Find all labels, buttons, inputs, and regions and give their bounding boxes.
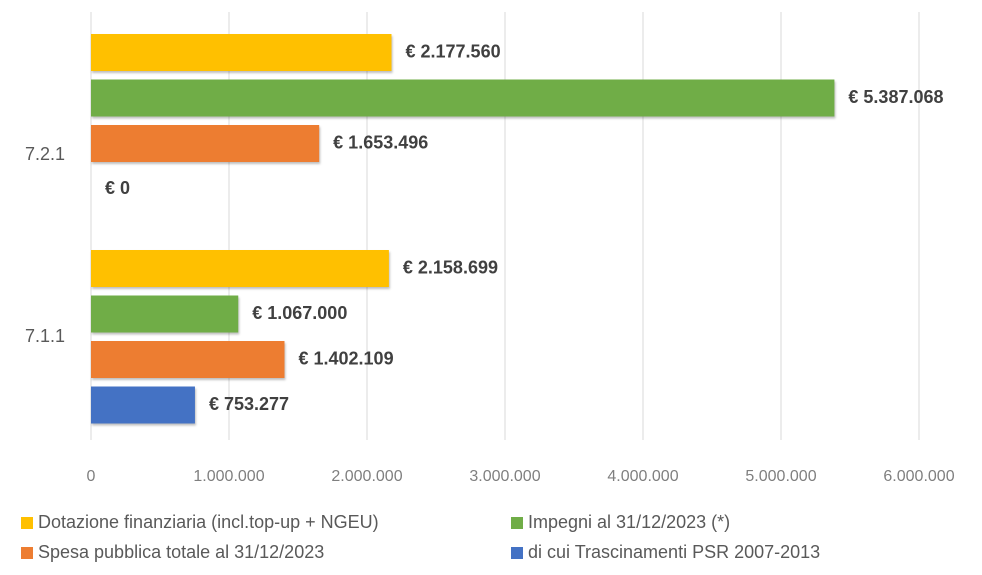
bar [91,250,389,287]
x-tick-label: 6.000.000 [883,468,954,485]
bar [91,386,195,424]
value-label: € 753.277 [209,394,289,414]
bar [91,79,835,117]
category-label: 7.1.1 [25,326,65,346]
value-label: € 2.158.699 [403,257,498,277]
legend-label: di cui Trascinamenti PSR 2007-2013 [528,542,820,562]
bar [91,295,239,333]
value-label: € 1.067.000 [252,303,347,323]
legend-label: Spesa pubblica totale al 31/12/2023 [38,542,324,562]
legend-swatch [511,547,523,559]
x-tick-label: 5.000.000 [745,468,816,485]
bar [91,341,285,378]
category-label: 7.2.1 [25,144,65,164]
value-label: € 1.653.496 [333,132,428,152]
x-tick-label: 4.000.000 [607,468,678,485]
x-tick-label: 1.000.000 [193,468,264,485]
legend-swatch [511,517,523,529]
x-tick-label: 2.000.000 [331,468,402,485]
legend-label: Impegni al 31/12/2023 (*) [528,512,730,532]
legend-swatch [21,547,33,559]
value-label: € 0 [105,178,130,198]
legend-label: Dotazione finanziaria (incl.top-up + NGE… [38,512,379,532]
legend-swatch [21,517,33,529]
x-tick-label: 3.000.000 [469,468,540,485]
bar [91,34,392,71]
x-tick-label: 0 [87,468,96,485]
value-label: € 5.387.068 [848,87,943,107]
bar [91,125,320,162]
value-label: € 2.177.560 [406,41,501,61]
value-label: € 1.402.109 [298,348,393,368]
